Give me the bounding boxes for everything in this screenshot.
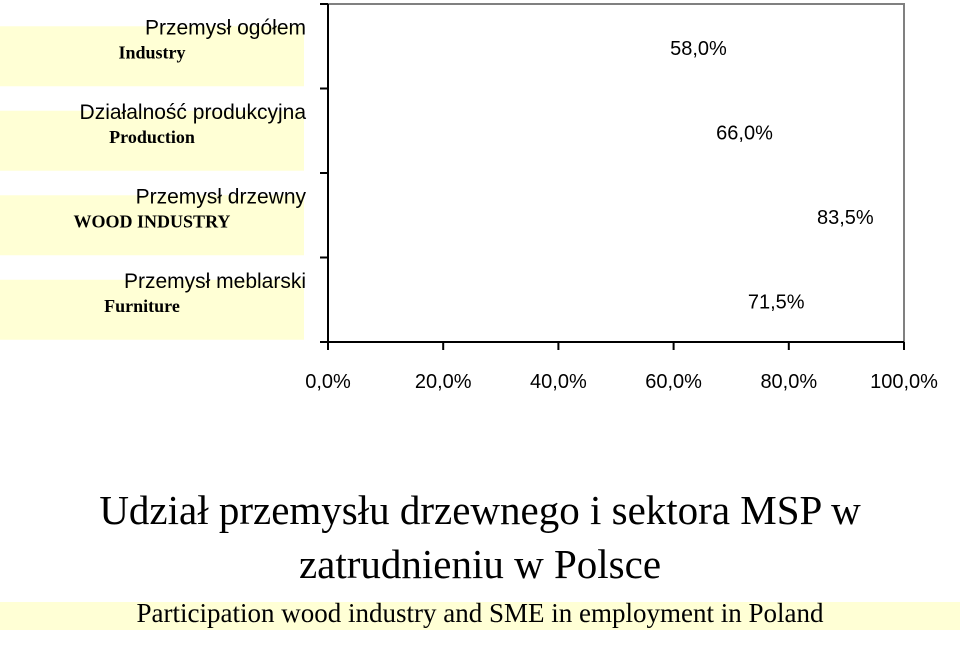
category-band bbox=[0, 110, 304, 171]
plot-area bbox=[327, 3, 905, 343]
data-label-3: 83,5% bbox=[817, 207, 874, 229]
band-gap bbox=[0, 259, 12, 278]
category-label-en-4: Furniture bbox=[104, 296, 180, 316]
chart-title-line-1: Udział przemysłu drzewnego i sektora MSP… bbox=[99, 487, 861, 533]
subtitle-band bbox=[0, 602, 960, 630]
x-tick-label-5: 80,0% bbox=[760, 371, 817, 393]
category-label-pl-2: Działalność produkcyjna bbox=[80, 101, 307, 124]
category-label-pl-3: Przemysł drzewny bbox=[136, 185, 307, 208]
x-tick-label-1: 0,0% bbox=[305, 371, 351, 393]
category-band bbox=[0, 26, 304, 87]
band-gap bbox=[0, 90, 12, 109]
chart-subtitle: Participation wood industry and SME in e… bbox=[136, 598, 824, 628]
chart-title-line-2: zatrudnieniu w Polsce bbox=[298, 541, 662, 587]
band-gap bbox=[0, 6, 12, 25]
x-tick-label-6: 100,0% bbox=[870, 371, 938, 393]
category-label-pl-4: Przemysł meblarski bbox=[124, 270, 306, 293]
x-tick-label-3: 40,0% bbox=[530, 371, 587, 393]
axes bbox=[320, 3, 905, 350]
x-tick-label-4: 60,0% bbox=[645, 371, 702, 393]
band-gap bbox=[0, 175, 12, 194]
category-band bbox=[0, 195, 304, 256]
category-label-en-2: Production bbox=[109, 127, 195, 147]
bar-chart: 58,0% Przemysł ogółem Industry 66,0% Działal… bbox=[0, 3, 939, 393]
category-label-en-3: WOOD INDUSTRY bbox=[74, 211, 231, 231]
data-label-4: 71,5% bbox=[748, 291, 805, 313]
x-tick-label-2: 20,0% bbox=[415, 371, 472, 393]
category-bands bbox=[0, 6, 304, 340]
category-band bbox=[0, 279, 304, 340]
category-label-en-1: Industry bbox=[118, 42, 185, 62]
data-label-1: 58,0% bbox=[670, 38, 727, 60]
data-label-2: 66,0% bbox=[716, 122, 773, 144]
category-label-pl-1: Przemysł ogółem bbox=[145, 16, 306, 39]
labels: 58,0% Przemysł ogółem Industry 66,0% Działal… bbox=[74, 16, 939, 393]
